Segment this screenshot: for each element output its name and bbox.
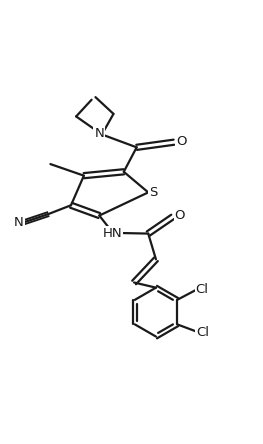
Text: Cl: Cl xyxy=(196,283,209,296)
Text: N: N xyxy=(14,215,24,229)
Text: O: O xyxy=(176,135,186,148)
Text: N: N xyxy=(94,127,104,140)
Text: Cl: Cl xyxy=(196,326,209,339)
Text: HN: HN xyxy=(102,226,122,240)
Text: O: O xyxy=(175,209,185,222)
Text: S: S xyxy=(149,186,157,199)
